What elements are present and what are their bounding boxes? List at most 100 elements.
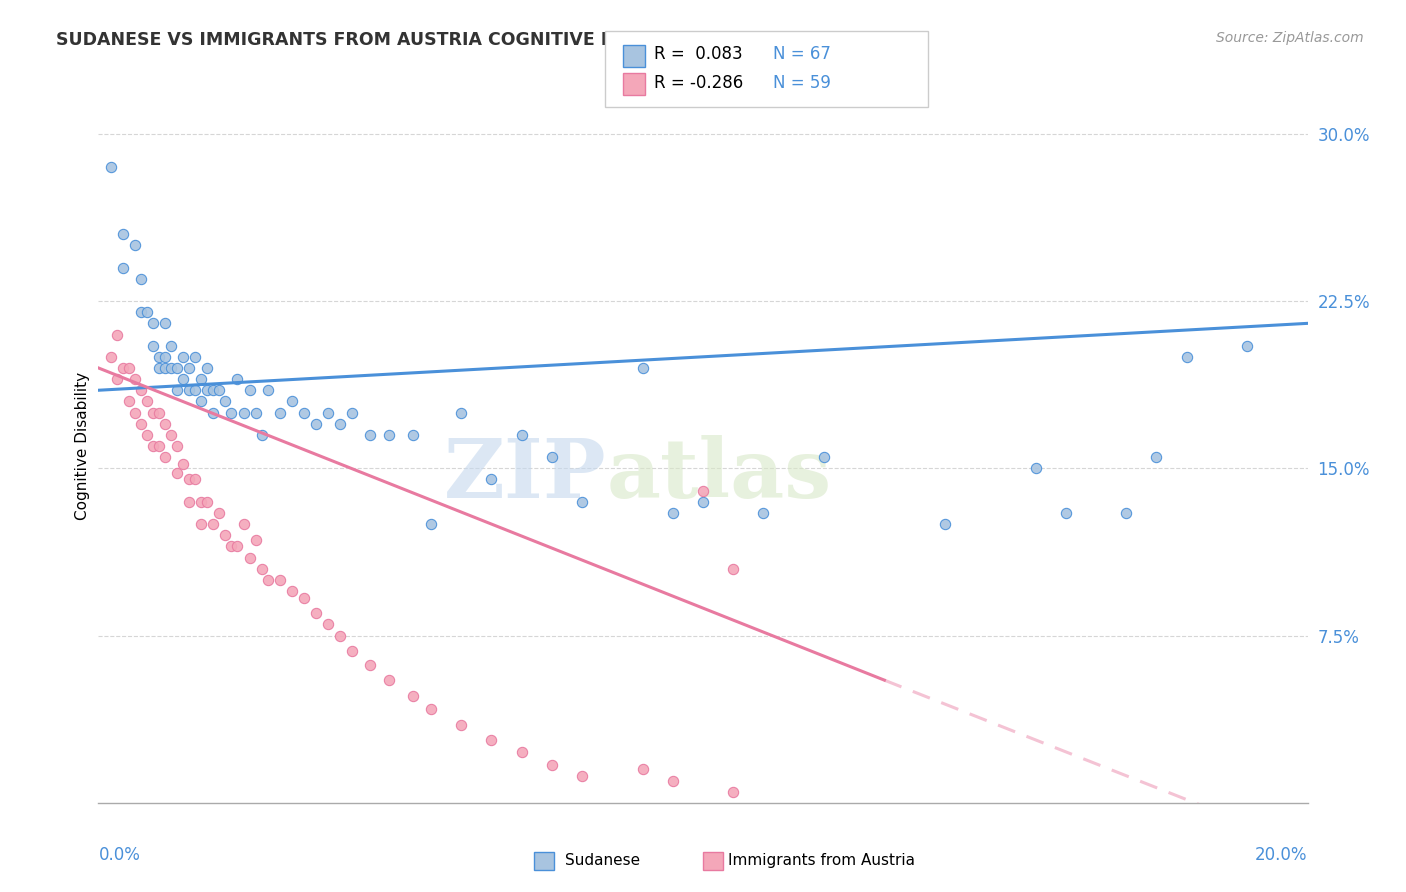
Point xyxy=(160,427,183,442)
Point xyxy=(190,517,212,532)
Point xyxy=(481,473,503,487)
Point xyxy=(540,757,562,772)
Text: 20.0%: 20.0% xyxy=(1256,846,1308,863)
Text: R = -0.286: R = -0.286 xyxy=(654,74,742,92)
Text: Source: ZipAtlas.com: Source: ZipAtlas.com xyxy=(1216,31,1364,45)
Point xyxy=(631,360,654,375)
Point xyxy=(250,562,273,576)
Point xyxy=(184,473,207,487)
Point xyxy=(166,439,188,453)
Point xyxy=(402,689,425,703)
Point xyxy=(153,350,176,364)
Point xyxy=(419,517,441,532)
Point xyxy=(1175,350,1198,364)
Point xyxy=(153,417,176,431)
Point xyxy=(721,562,744,576)
Point xyxy=(135,427,157,442)
Point xyxy=(239,550,262,565)
Point xyxy=(214,394,236,409)
Point xyxy=(377,427,399,442)
Point xyxy=(105,372,128,386)
Point xyxy=(360,427,382,442)
Point xyxy=(135,394,157,409)
Text: R =  0.083: R = 0.083 xyxy=(654,45,742,63)
Point xyxy=(232,405,254,420)
Point xyxy=(160,360,183,375)
Point xyxy=(135,305,157,319)
Point xyxy=(239,384,262,398)
Point xyxy=(172,457,194,471)
Point xyxy=(172,372,194,386)
Point xyxy=(202,384,225,398)
Point xyxy=(142,317,165,331)
Point xyxy=(540,450,562,465)
Point xyxy=(281,583,304,598)
Text: N = 67: N = 67 xyxy=(773,45,831,63)
Point xyxy=(190,372,212,386)
Point xyxy=(250,427,273,442)
Point xyxy=(166,384,188,398)
Point xyxy=(177,384,201,398)
Point xyxy=(208,384,231,398)
Point xyxy=(256,384,278,398)
Point xyxy=(148,360,170,375)
Point xyxy=(148,405,170,420)
Point xyxy=(153,450,176,465)
Point xyxy=(190,394,212,409)
Point xyxy=(571,769,593,783)
Point xyxy=(292,405,315,420)
Point xyxy=(631,762,654,776)
Point xyxy=(111,260,134,275)
Point xyxy=(1054,506,1077,520)
Point xyxy=(118,360,141,375)
Point xyxy=(419,702,441,716)
Point xyxy=(692,483,714,498)
Point xyxy=(111,227,134,241)
Point xyxy=(360,657,382,672)
Point xyxy=(571,494,593,508)
Point xyxy=(292,591,315,605)
Point xyxy=(153,360,176,375)
Point xyxy=(450,405,472,420)
Y-axis label: Cognitive Disability: Cognitive Disability xyxy=(75,372,90,520)
Point xyxy=(142,405,165,420)
Point xyxy=(256,573,278,587)
Point xyxy=(661,506,683,520)
Point xyxy=(100,161,122,175)
Point xyxy=(1024,461,1046,475)
Point xyxy=(129,384,152,398)
Text: ZIP: ZIP xyxy=(444,434,606,515)
Point xyxy=(342,644,364,658)
Point xyxy=(752,506,775,520)
Point xyxy=(111,360,134,375)
Point xyxy=(721,785,744,799)
Point xyxy=(202,517,225,532)
Point xyxy=(316,617,339,632)
Point xyxy=(813,450,835,465)
Point xyxy=(195,360,218,375)
Point xyxy=(232,517,254,532)
Point xyxy=(450,717,472,731)
Point xyxy=(1144,450,1167,465)
Point xyxy=(226,539,249,553)
Point xyxy=(510,744,533,758)
Point xyxy=(160,338,183,352)
Point xyxy=(214,528,236,542)
Point xyxy=(1236,338,1258,352)
Text: atlas: atlas xyxy=(606,434,831,515)
Point xyxy=(105,327,128,342)
Point xyxy=(129,417,152,431)
Point xyxy=(377,673,399,687)
Point xyxy=(184,350,207,364)
Text: N = 59: N = 59 xyxy=(773,74,831,92)
Point xyxy=(124,405,146,420)
Point xyxy=(177,473,201,487)
Point xyxy=(195,384,218,398)
Point xyxy=(129,271,152,285)
Point xyxy=(329,628,352,642)
Point xyxy=(142,338,165,352)
Point xyxy=(245,533,267,547)
Point xyxy=(342,405,364,420)
Point xyxy=(190,494,212,508)
Point xyxy=(305,417,328,431)
